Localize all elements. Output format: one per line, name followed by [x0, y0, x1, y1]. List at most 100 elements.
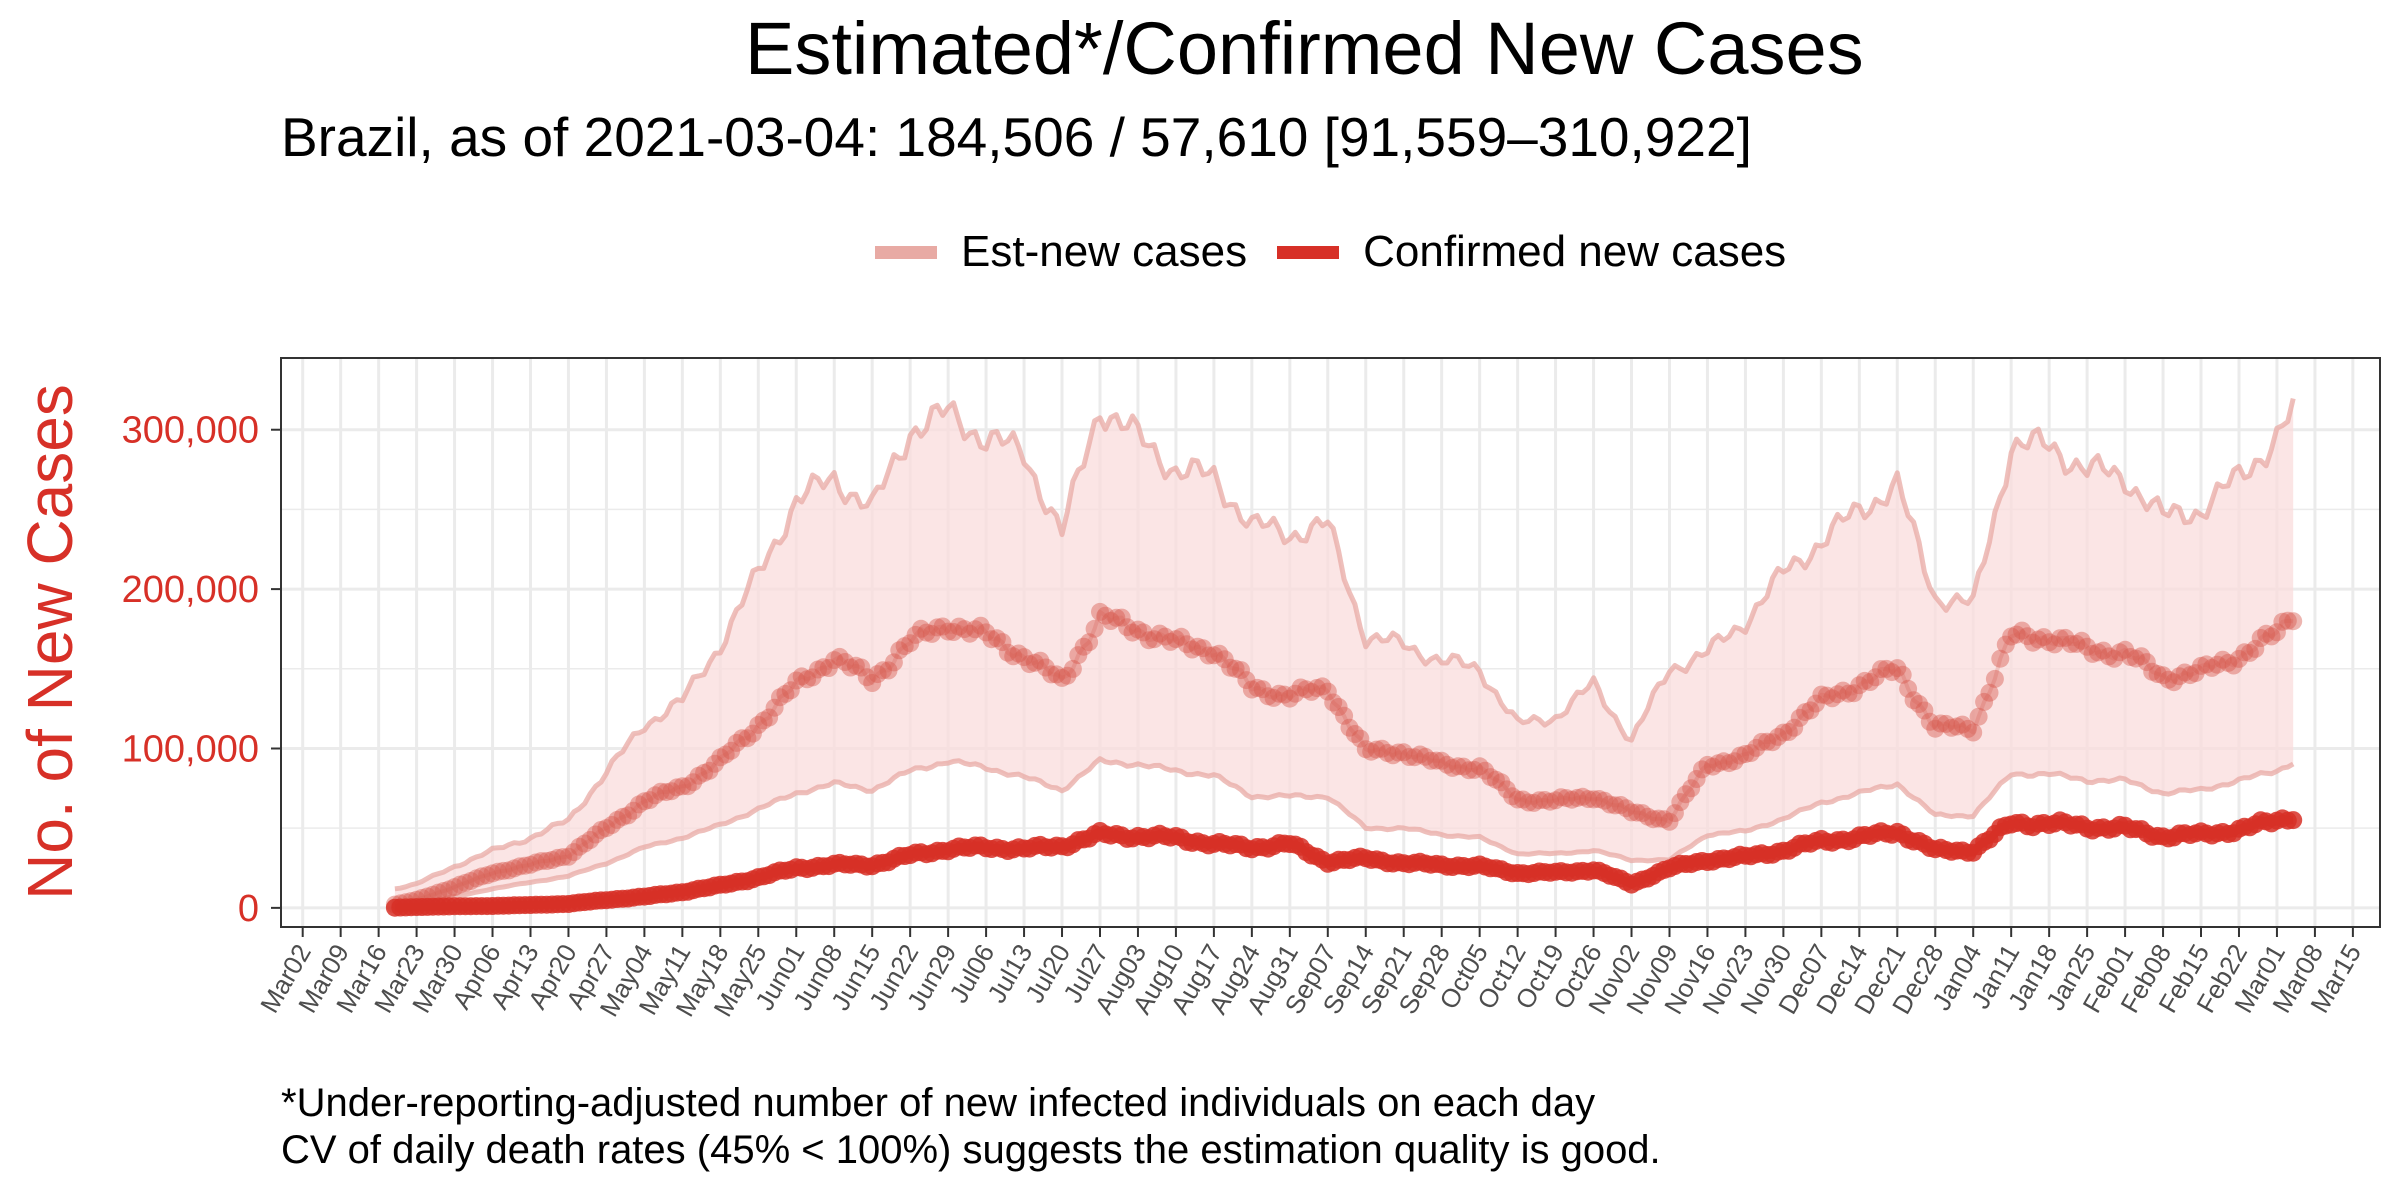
estimate-point — [516, 856, 535, 875]
estimate-point — [2197, 655, 2216, 674]
estimate-point — [1606, 796, 1625, 815]
estimate-point — [1638, 807, 1657, 826]
estimate-point — [451, 875, 469, 894]
estimate-point — [2029, 630, 2048, 649]
estimate-point — [1861, 673, 1880, 691]
estimate-point — [1698, 755, 1717, 774]
estimate-point — [2094, 641, 2113, 660]
estimate-point — [1980, 683, 1999, 702]
estimate-point — [678, 777, 697, 796]
estimate-point — [564, 843, 583, 862]
estimate-point — [2230, 649, 2248, 668]
estimate-point — [993, 633, 1012, 652]
estimate-point — [1622, 803, 1641, 822]
estimate-point — [543, 851, 562, 869]
estimate-point — [1367, 740, 1386, 759]
estimate-point — [2284, 612, 2303, 631]
estimate-point — [987, 629, 1006, 648]
estimate-point — [950, 617, 968, 636]
estimate-point — [722, 741, 741, 760]
estimate-point — [2192, 656, 2210, 675]
estimate-point — [2023, 633, 2042, 652]
estimate-point — [1389, 743, 1408, 762]
point-layer — [385, 602, 2303, 917]
estimate-point — [2175, 663, 2194, 682]
estimate-point — [1627, 803, 1646, 822]
estimate-point — [711, 748, 730, 767]
y-axis-title: No. of New Cases — [14, 384, 86, 900]
estimate-point — [1129, 620, 1147, 639]
estimate-point — [1036, 658, 1055, 677]
estimate-point — [1562, 790, 1581, 809]
estimate-point — [1383, 746, 1402, 765]
estimate-point — [1139, 631, 1158, 650]
estimate-point — [1931, 714, 1950, 733]
estimate-point — [440, 880, 459, 899]
estimate-point — [1590, 790, 1608, 808]
estimate-point — [1568, 788, 1587, 807]
estimate-point — [1470, 757, 1489, 776]
estimate-point — [749, 715, 768, 734]
estimate-point — [532, 852, 551, 871]
estimate-point — [2181, 666, 2200, 685]
y-tick-label: 100,000 — [122, 728, 259, 770]
estimate-point — [895, 637, 914, 656]
estimate-point — [2034, 628, 2053, 647]
estimate-point — [700, 761, 719, 780]
estimate-point — [2164, 673, 2183, 692]
estimate-point — [2137, 653, 2156, 672]
estimate-point — [2170, 667, 2189, 686]
y-tick-label: 300,000 — [122, 410, 259, 452]
estimate-point — [472, 867, 491, 886]
estimate-point — [1009, 644, 1028, 663]
estimate-point — [1188, 637, 1207, 656]
estimate-point — [841, 658, 860, 677]
estimate-point — [1345, 725, 1364, 743]
estimate-point — [1985, 669, 2004, 688]
estimate-point — [1953, 715, 1972, 734]
estimate-point — [1069, 646, 1088, 665]
estimate-point — [510, 857, 529, 876]
estimate-point — [1031, 651, 1050, 670]
estimate-point — [2099, 647, 2118, 666]
plot-svg: 0100,000200,000300,000Mar02Mar09Mar16Mar… — [14, 357, 2381, 1022]
estimate-point — [1693, 760, 1711, 779]
estimate-point — [581, 831, 600, 849]
estimate-point — [1112, 608, 1131, 627]
estimate-point — [1156, 627, 1175, 646]
estimate-point — [1855, 671, 1874, 690]
estimate-point — [1134, 623, 1153, 642]
estimate-point — [667, 778, 686, 797]
estimate-point — [613, 807, 632, 826]
legend-swatch-confirmed — [1277, 245, 1340, 259]
estimate-point — [2278, 611, 2297, 630]
estimate-point — [1101, 612, 1120, 630]
estimate-point — [646, 786, 665, 805]
estimate-point — [1801, 701, 1820, 720]
estimate-point — [960, 624, 979, 643]
estimate-point — [2072, 631, 2091, 650]
estimate-point — [1741, 744, 1760, 763]
estimate-point — [1340, 718, 1359, 737]
estimate-point — [1557, 789, 1576, 808]
estimate-point — [2040, 633, 2059, 652]
estimate-point — [792, 667, 811, 686]
estimate-point — [624, 801, 643, 820]
estimate-point — [1166, 630, 1185, 649]
estimate-point — [499, 861, 518, 880]
estimate-point — [1438, 755, 1457, 774]
estimate-point — [489, 862, 507, 881]
estimate-point — [863, 674, 882, 692]
estimate-point — [884, 653, 903, 672]
estimate-point — [2159, 670, 2178, 689]
estimate-point — [521, 855, 540, 874]
estimate-point — [2235, 643, 2254, 662]
estimate-point — [1432, 751, 1451, 770]
legend-swatch-estimated — [875, 245, 937, 259]
estimate-point — [1427, 751, 1446, 770]
estimate-point — [1600, 795, 1619, 814]
panel-border — [280, 357, 2381, 928]
estimate-point — [1020, 655, 1039, 674]
estimate-point — [2143, 662, 2162, 681]
estimate-point — [1476, 761, 1495, 780]
